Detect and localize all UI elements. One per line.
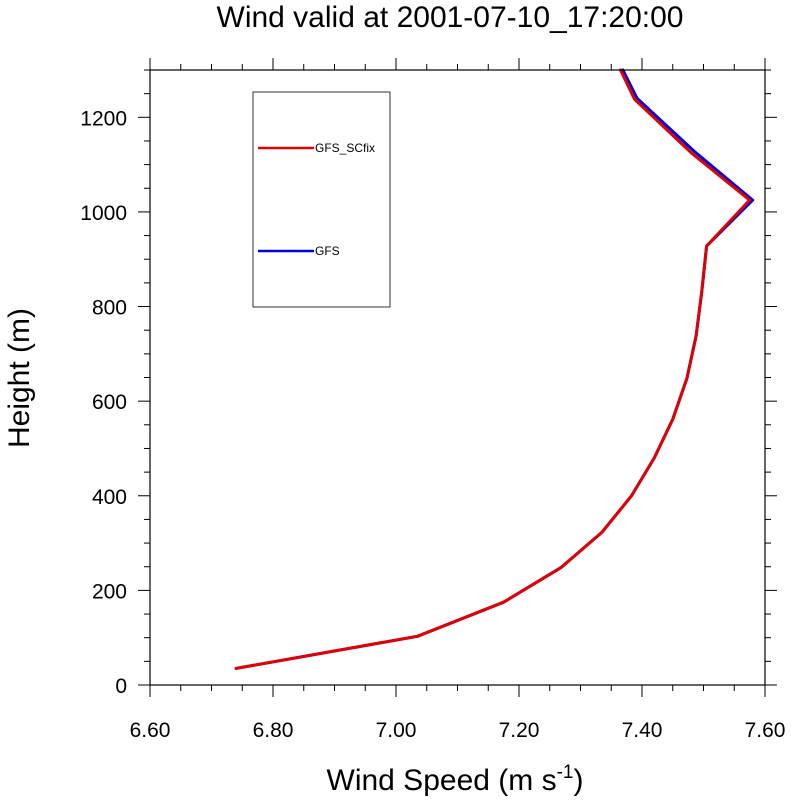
chart-title: Wind valid at 2001-07-10_17:20:00 (217, 1, 684, 34)
y-tick-label: 0 (115, 675, 127, 698)
plot-frame (149, 69, 766, 686)
y-tick-label: 1000 (80, 202, 127, 225)
y-tick-labels: 0 200 400 600 800 1000 1200 (80, 107, 127, 698)
x-tick-label: 7.00 (376, 719, 417, 742)
x-axis-label: Wind Speed (m s-1) (327, 762, 584, 797)
y-tick-label: 1200 (80, 107, 127, 130)
x-tick-label: 6.80 (253, 719, 294, 742)
y-tick-label: 800 (92, 297, 127, 320)
x-tick-label: 7.20 (499, 719, 540, 742)
y-tick-label: 400 (92, 486, 127, 509)
x-tick-label: 6.60 (130, 719, 171, 742)
legend: GFS_SCfix GFS (252, 91, 391, 308)
series-line-gfs-scfix (234, 68, 752, 670)
x-tick-label: 7.60 (745, 719, 786, 742)
series-layer (234, 68, 755, 670)
axis-ticks (138, 58, 777, 697)
legend-label-gfs: GFS (315, 244, 340, 258)
y-tick-label: 600 (92, 391, 127, 414)
x-tick-labels: 6.60 6.80 7.00 7.20 7.40 7.60 (130, 719, 786, 742)
legend-label-gfs-scfix: GFS_SCfix (315, 141, 375, 155)
legend-box (252, 91, 391, 308)
x-tick-label: 7.40 (622, 719, 663, 742)
y-axis-label: Height (m) (3, 308, 36, 448)
series-line-gfs (234, 68, 755, 670)
y-tick-label: 200 (92, 580, 127, 603)
